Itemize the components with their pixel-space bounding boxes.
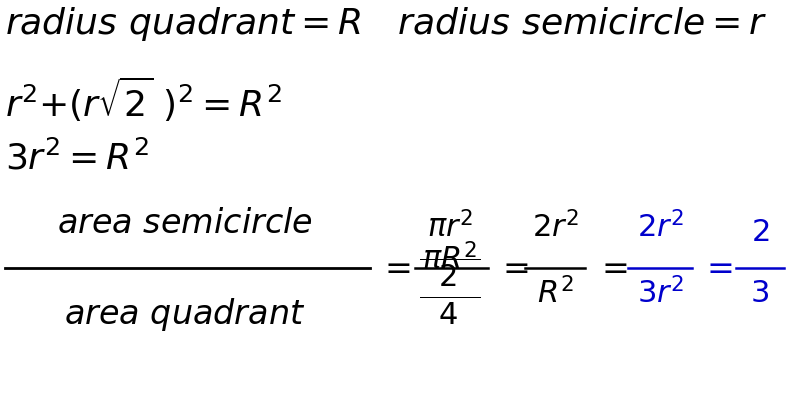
- Text: $2r^2$: $2r^2$: [531, 211, 578, 244]
- Text: $3$: $3$: [750, 278, 770, 309]
- Text: $R^2$: $R^2$: [537, 278, 574, 310]
- Text: $\overline{\ \ 2\ \ }$: $\overline{\ \ 2\ \ }$: [419, 260, 481, 294]
- Text: $\mathit{area\ semicircle}$: $\mathit{area\ semicircle}$: [57, 208, 313, 240]
- Text: $\mathit{3r^2{=}R^2}$: $\mathit{3r^2{=}R^2}$: [5, 140, 149, 176]
- Text: $\pi r^2$: $\pi r^2$: [427, 211, 473, 244]
- Text: $2r^2$: $2r^2$: [637, 211, 683, 244]
- Text: $\pi R^2$: $\pi R^2$: [422, 243, 478, 276]
- Text: $\mathit{area\ quadrant}$: $\mathit{area\ quadrant}$: [64, 296, 306, 333]
- Text: $=$: $=$: [700, 252, 733, 284]
- Text: $2$: $2$: [751, 217, 769, 248]
- Text: $=$: $=$: [378, 252, 411, 284]
- Text: $\mathit{r^2{+}(r\sqrt{2}\ )^2{=}R^2}$: $\mathit{r^2{+}(r\sqrt{2}\ )^2{=}R^2}$: [5, 75, 282, 124]
- Text: $\overline{\ \ 4\ \ }$: $\overline{\ \ 4\ \ }$: [419, 298, 481, 332]
- Text: $=$: $=$: [496, 252, 529, 284]
- Text: $3r^2$: $3r^2$: [637, 278, 683, 310]
- Text: $\mathit{radius\ quadrant{=}R\quad radius\ semicircle{=}r}$: $\mathit{radius\ quadrant{=}R\quad radiu…: [5, 5, 767, 43]
- Text: $=$: $=$: [595, 252, 628, 284]
